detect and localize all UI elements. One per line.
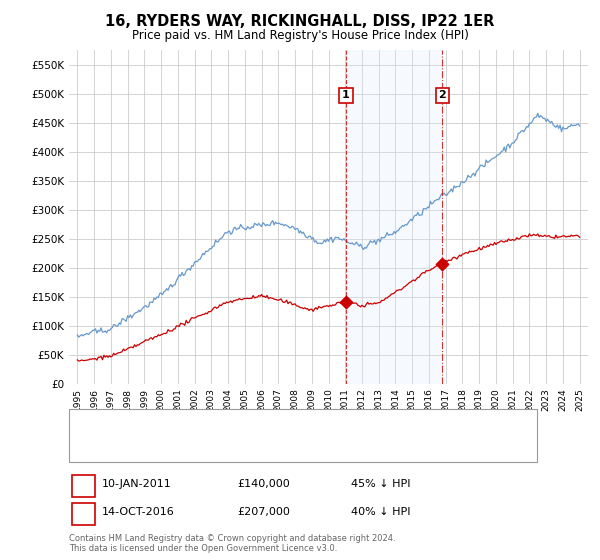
- Text: £207,000: £207,000: [237, 507, 290, 517]
- Text: HPI: Average price, detached house, Mid Suffolk: HPI: Average price, detached house, Mid …: [114, 445, 365, 455]
- Text: 40% ↓ HPI: 40% ↓ HPI: [351, 507, 410, 517]
- Text: 16, RYDERS WAY, RICKINGHALL, DISS, IP22 1ER (detached house): 16, RYDERS WAY, RICKINGHALL, DISS, IP22 …: [114, 419, 455, 429]
- Text: 2: 2: [80, 507, 87, 517]
- Point: [437, 259, 447, 268]
- Text: Price paid vs. HM Land Registry's House Price Index (HPI): Price paid vs. HM Land Registry's House …: [131, 29, 469, 42]
- Text: 2: 2: [439, 90, 446, 100]
- Text: 10-JAN-2011: 10-JAN-2011: [102, 479, 172, 489]
- Text: £140,000: £140,000: [237, 479, 290, 489]
- Text: 16, RYDERS WAY, RICKINGHALL, DISS, IP22 1ER: 16, RYDERS WAY, RICKINGHALL, DISS, IP22 …: [106, 14, 494, 29]
- Point: [341, 298, 351, 307]
- Bar: [346, 50, 442, 384]
- Text: 14-OCT-2016: 14-OCT-2016: [102, 507, 175, 517]
- Text: 1: 1: [80, 479, 87, 489]
- Text: 45% ↓ HPI: 45% ↓ HPI: [351, 479, 410, 489]
- Text: Contains HM Land Registry data © Crown copyright and database right 2024.
This d: Contains HM Land Registry data © Crown c…: [69, 534, 395, 553]
- Text: 1: 1: [342, 90, 350, 100]
